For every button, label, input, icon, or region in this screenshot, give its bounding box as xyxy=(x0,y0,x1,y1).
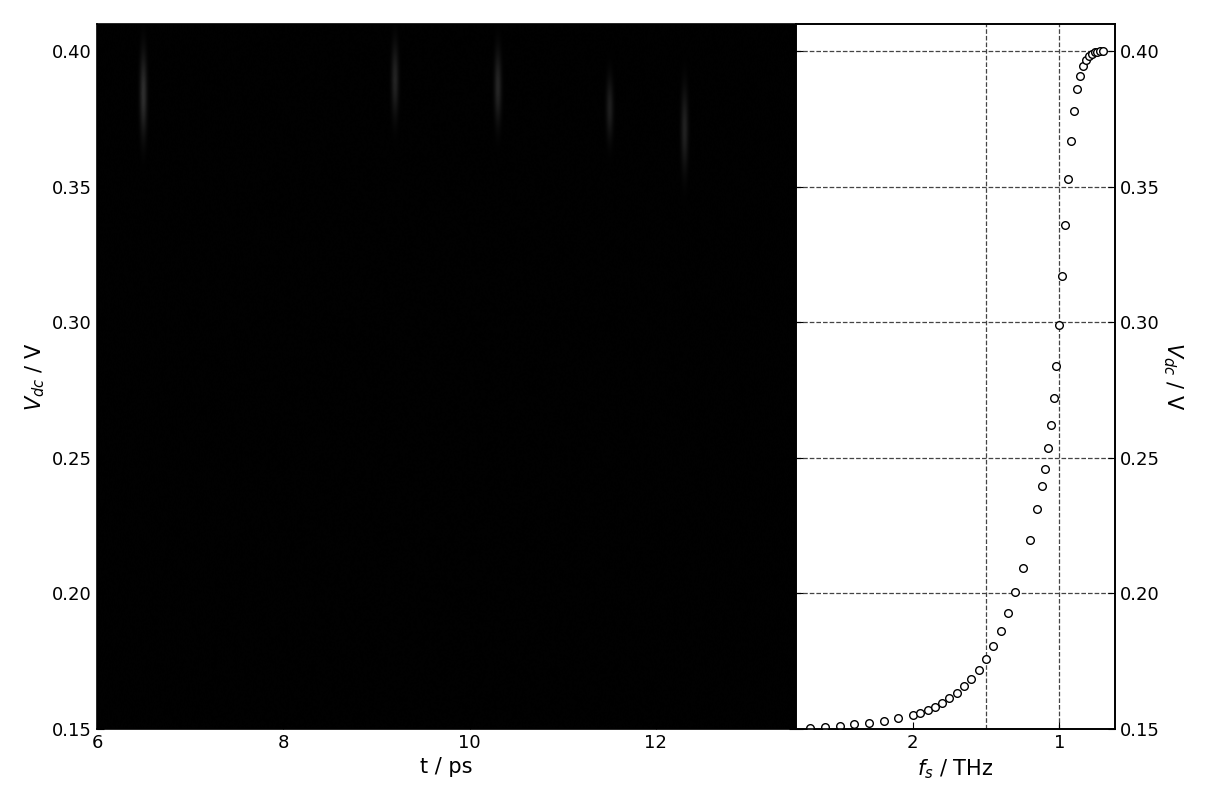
Y-axis label: $V_{dc}$ / V: $V_{dc}$ / V xyxy=(23,343,46,411)
Y-axis label: $V_{dc}$ / V: $V_{dc}$ / V xyxy=(1161,343,1185,411)
X-axis label: t / ps: t / ps xyxy=(421,757,473,778)
X-axis label: $f_s$ / THz: $f_s$ / THz xyxy=(917,757,994,781)
